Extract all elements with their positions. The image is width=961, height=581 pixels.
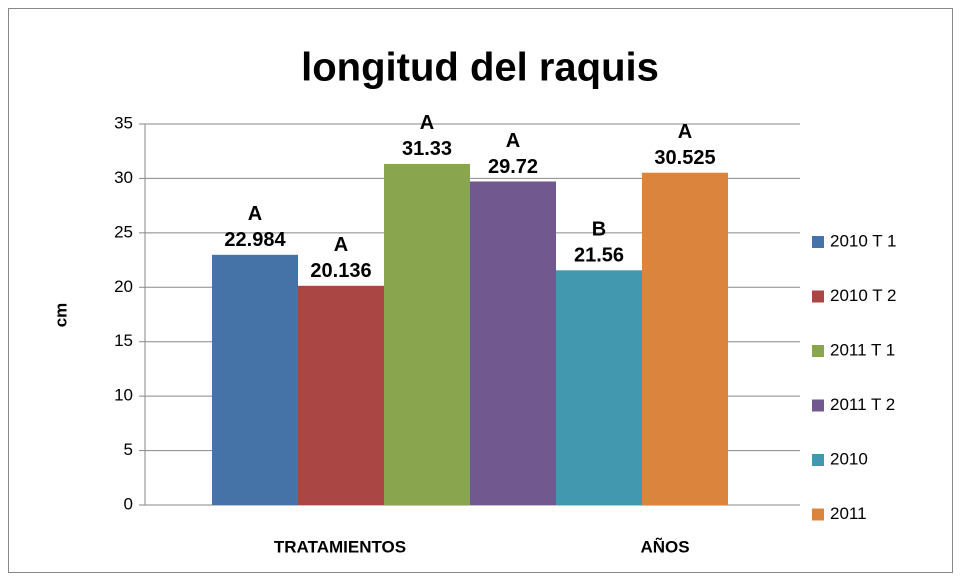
y-axis-label: cm [51,303,70,328]
data-label: 31.33 [402,138,452,160]
y-tick-label: 15 [114,331,133,350]
bar [470,181,556,506]
y-tick-label: 10 [114,386,133,405]
legend-label: 2011 T 1 [830,340,895,359]
data-label: 29.72 [488,156,538,178]
bar [556,270,642,505]
data-letter: A [334,234,348,256]
x-tick-label: TRATAMIENTOS [274,537,406,556]
chart-title: longitud del raquis [301,46,659,90]
data-letter: A [506,130,520,152]
legend-swatch [812,454,824,466]
legend-label: 2011 T 2 [830,395,895,414]
y-tick-label: 35 [114,113,133,132]
y-tick-label: 20 [114,277,133,296]
bar [298,285,384,505]
legend-swatch [812,508,824,521]
y-tick-label: 25 [114,222,133,241]
data-label: 21.56 [574,245,624,267]
y-tick-label: 30 [114,168,133,187]
legend-label: 2010 [830,449,868,468]
bar [642,172,728,506]
data-letter: A [248,203,262,225]
legend-label: 2010 T 2 [830,286,897,305]
legend-label: 2011 [830,504,867,523]
data-letter: B [592,219,606,241]
data-label: 22.984 [224,229,286,251]
bar [212,254,298,505]
y-tick-label: 5 [124,440,133,459]
y-tick-label: 0 [124,494,133,513]
data-label: 30.525 [654,147,715,169]
data-letter: A [420,112,434,134]
x-tick-label: AÑOS [640,536,689,556]
legend-swatch [812,236,824,248]
legend-swatch [812,290,824,303]
data-label: 20.136 [310,260,371,282]
legend-label: 2010 T 1 [830,231,897,250]
data-letter: A [678,121,692,143]
legend-swatch [812,345,824,357]
bar [384,163,470,506]
legend-swatch [812,399,824,412]
